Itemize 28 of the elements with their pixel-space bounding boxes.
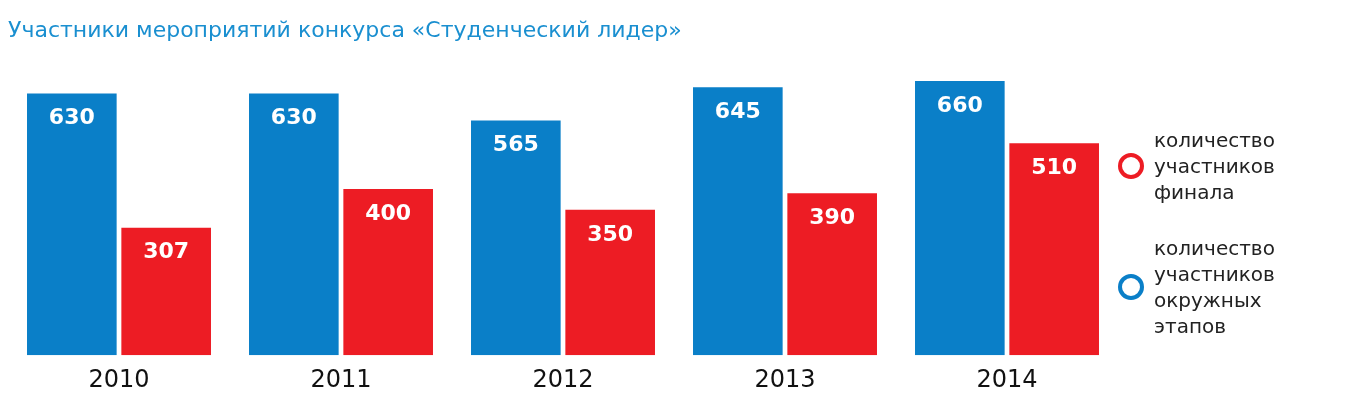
bar [121,227,211,356]
data-label: 630 [270,104,317,130]
data-label: 390 [809,203,856,229]
bar [693,87,783,356]
bar [471,120,561,356]
bar [249,93,339,356]
data-label: 400 [365,199,412,225]
chart-title: Участники мероприятий конкурса «Студенческий лидер» [8,16,682,42]
data-label: 630 [48,104,95,130]
x-tick-label: 2010 [88,364,150,393]
bar [565,209,655,356]
data-label: 510 [1031,154,1078,180]
data-label: 307 [143,238,190,264]
bar [915,81,1005,356]
bar [343,189,433,356]
x-tick-label: 2011 [310,364,372,393]
x-tick-label: 2012 [532,364,594,393]
bar [787,193,877,356]
data-label: 645 [714,97,761,123]
legend-label: количество участников финала [1154,127,1276,205]
data-label: 350 [587,220,634,246]
bar [27,93,117,356]
data-label: 660 [936,91,983,117]
bar [1009,143,1099,356]
x-tick-label: 2014 [976,364,1038,393]
legend-label: количество участников окружных этапов [1154,235,1276,339]
x-tick-label: 2013 [754,364,816,393]
data-label: 565 [492,131,539,157]
